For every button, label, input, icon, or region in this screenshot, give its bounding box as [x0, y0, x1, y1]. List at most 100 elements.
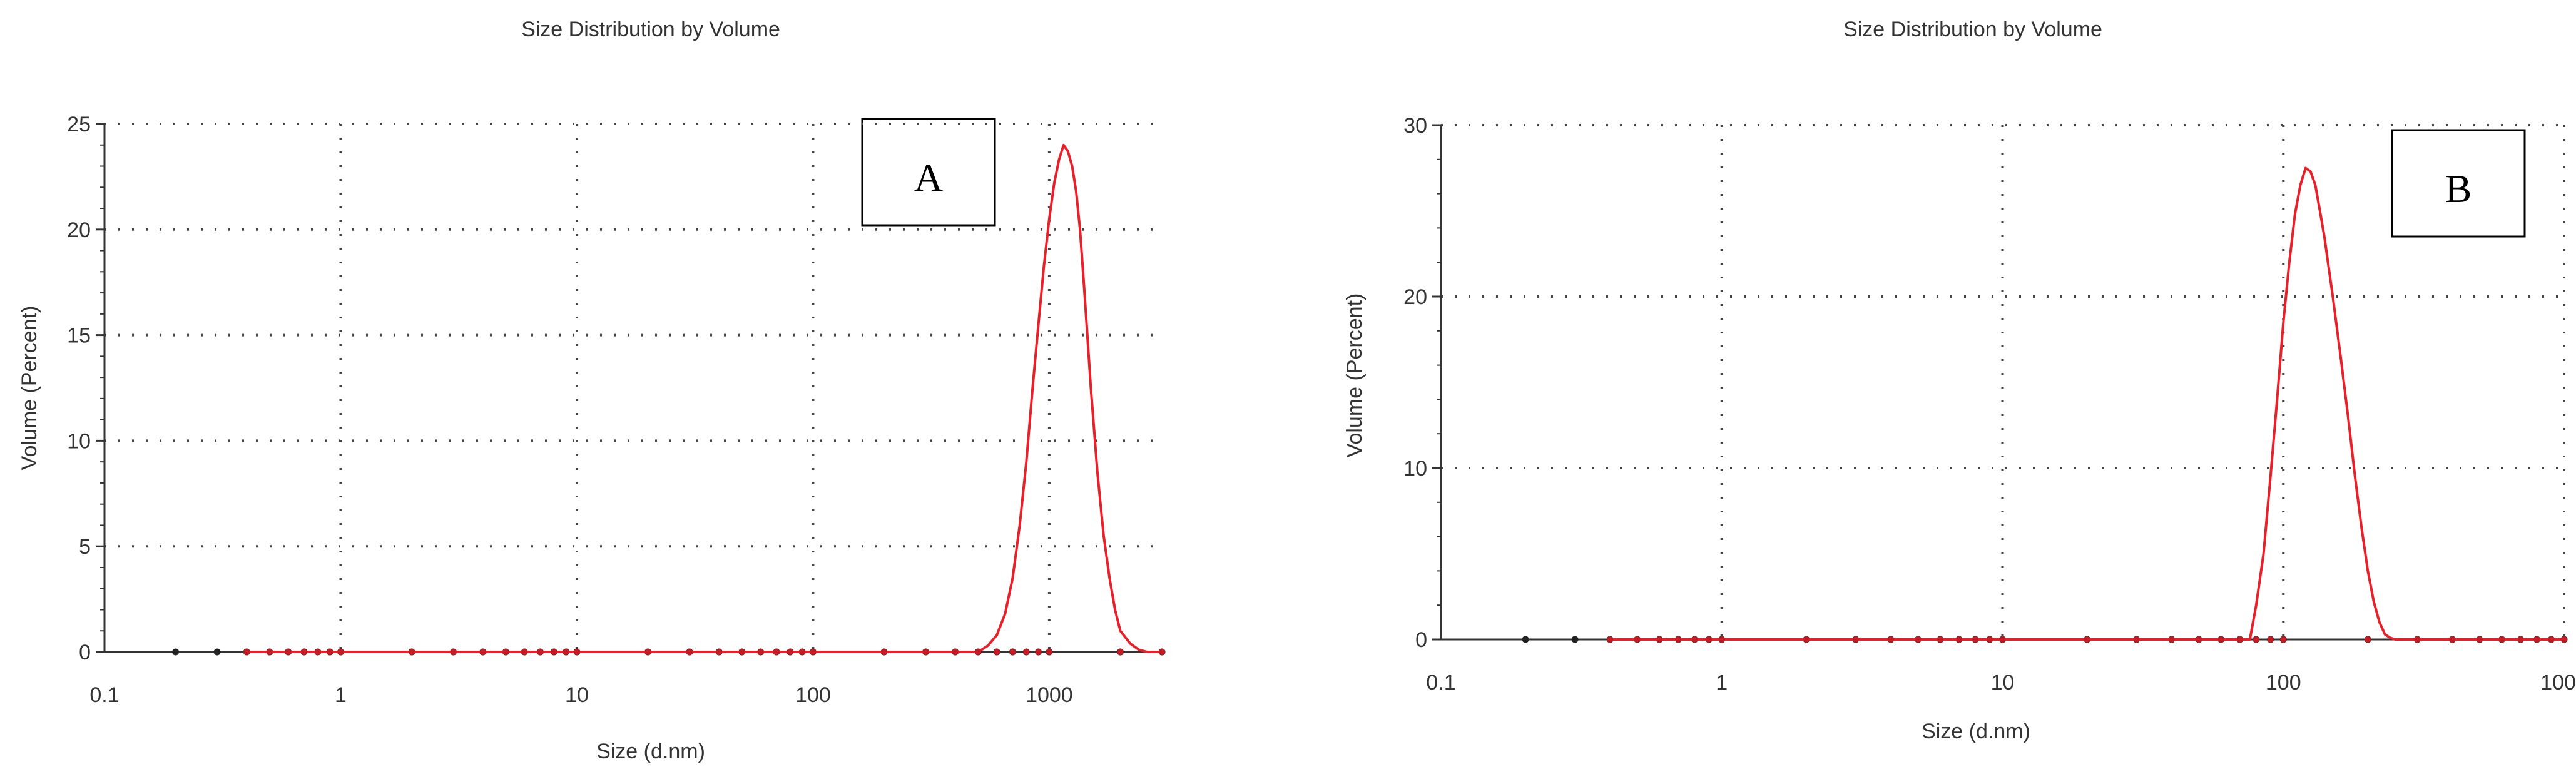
series-marker-b — [2280, 636, 2287, 643]
chart-panel-a: Size Distribution by Volume Size (d.nm) … — [18, 18, 1166, 763]
series-marker-b — [1972, 636, 1979, 643]
grid-a — [104, 123, 1162, 652]
series-line-a — [247, 143, 1162, 653]
series-marker-b — [1955, 636, 1962, 643]
panel-label-frame-a — [861, 118, 996, 227]
series-marker-a — [773, 649, 780, 655]
series-markers-a — [243, 649, 1165, 655]
series-marker-b — [1852, 636, 1859, 643]
x-tick-label-b: 100 — [2266, 671, 2301, 695]
panel-label-b: B — [2445, 166, 2472, 211]
series-marker-b — [2133, 636, 2140, 643]
series-marker-a — [952, 649, 959, 655]
series-marker-a — [537, 649, 544, 655]
series-marker-b — [1803, 636, 1810, 643]
y-tick-label-b: 10 — [1403, 457, 1427, 481]
series-marker-b — [1691, 636, 1698, 643]
x-tick-label-a: 100 — [795, 683, 831, 707]
y-tick-label-a: 0 — [79, 641, 91, 664]
series-marker-a — [314, 649, 321, 655]
x-axis-label-b: Size (d.nm) — [1922, 720, 2030, 743]
series-marker-a — [1035, 649, 1042, 655]
series-marker-a — [799, 649, 806, 655]
chart-title-a: Size Distribution by Volume — [521, 18, 780, 41]
series-marker-a — [686, 649, 693, 655]
series-marker-a — [975, 649, 982, 655]
x-tick-label-a: 1 — [335, 683, 347, 707]
y-tick-label-b: 30 — [1403, 114, 1427, 138]
series-marker-b — [1999, 636, 2006, 643]
series-marker-b — [2498, 636, 2505, 643]
y-axis-label-a: Volume (Percent) — [18, 306, 41, 471]
series-marker-b — [1607, 636, 1614, 643]
axis-marker-a — [172, 648, 180, 656]
series-marker-b — [2217, 636, 2224, 643]
x-tick-label-a: 0.1 — [89, 683, 119, 707]
series-marker-a — [787, 649, 793, 655]
axis-marker-b — [1571, 636, 1579, 643]
series-marker-b — [1706, 636, 1713, 643]
series-marker-b — [1675, 636, 1682, 643]
series-marker-a — [1023, 649, 1030, 655]
series-line-b — [1610, 166, 2564, 641]
series-marker-a — [757, 649, 764, 655]
x-tick-label-a: 1000 — [1026, 683, 1073, 707]
y-tick-label-a: 20 — [67, 218, 91, 242]
series-marker-a — [994, 649, 1000, 655]
chart-panel-b: Size Distribution by Volume Size (d.nm) … — [1288, 0, 2576, 784]
panel-label-box-b: B — [2391, 129, 2526, 238]
series-marker-b — [2365, 636, 2371, 643]
series-marker-b — [2561, 636, 2567, 643]
series-marker-a — [810, 649, 817, 655]
series-markers-b — [1607, 636, 2567, 643]
panel-label-box-a: A — [861, 118, 996, 227]
series-marker-b — [1887, 636, 1894, 643]
series-marker-a — [1009, 649, 1016, 655]
y-tick-label-a: 10 — [67, 429, 91, 453]
series-marker-a — [716, 649, 723, 655]
series-marker-a — [266, 649, 273, 655]
series-marker-a — [479, 649, 486, 655]
chart-svg-a: Size Distribution by Volume Size (d.nm) … — [18, 18, 1166, 763]
series-marker-a — [502, 649, 509, 655]
series-marker-b — [2476, 636, 2483, 643]
series-marker-a — [922, 649, 929, 655]
y-axis-label-b: Volume (Percent) — [1343, 293, 1367, 458]
x-tick-label-b: 10 — [1991, 671, 2015, 695]
series-marker-a — [285, 649, 292, 655]
series-marker-a — [563, 649, 569, 655]
series-marker-b — [1718, 636, 1725, 643]
series-marker-b — [1634, 636, 1641, 643]
series-marker-b — [2253, 636, 2259, 643]
series-marker-a — [243, 649, 250, 655]
x-tick-label-b: 0.1 — [1426, 671, 1455, 695]
series-marker-a — [1046, 649, 1052, 655]
axis-marker-a — [213, 648, 221, 656]
series-marker-a — [450, 649, 457, 655]
series-marker-a — [337, 649, 344, 655]
x-axis-label-a: Size (d.nm) — [596, 740, 705, 763]
y-tick-label-a: 25 — [67, 113, 91, 136]
x-tick-label-a: 10 — [565, 683, 589, 707]
series-marker-a — [551, 649, 557, 655]
series-marker-a — [738, 649, 745, 655]
series-marker-a — [301, 649, 308, 655]
panel-label-a: A — [914, 155, 943, 200]
axis-marker-b — [1522, 636, 1529, 643]
y-tick-label-b: 20 — [1403, 285, 1427, 309]
series-marker-b — [2449, 636, 2456, 643]
panel-label-frame-b — [2391, 129, 2526, 238]
x-tick-label-b: 1 — [1716, 671, 1728, 695]
series-marker-b — [2517, 636, 2524, 643]
series-marker-a — [573, 649, 580, 655]
series-marker-b — [1937, 636, 1943, 643]
series-marker-b — [2084, 636, 2090, 643]
series-marker-a — [881, 649, 888, 655]
series-marker-b — [1915, 636, 1922, 643]
series-marker-b — [2548, 636, 2555, 643]
series-marker-a — [327, 649, 333, 655]
series-marker-a — [521, 649, 528, 655]
series-marker-a — [409, 649, 415, 655]
y-tick-label-a: 5 — [79, 535, 91, 559]
y-tick-label-a: 15 — [67, 324, 91, 348]
